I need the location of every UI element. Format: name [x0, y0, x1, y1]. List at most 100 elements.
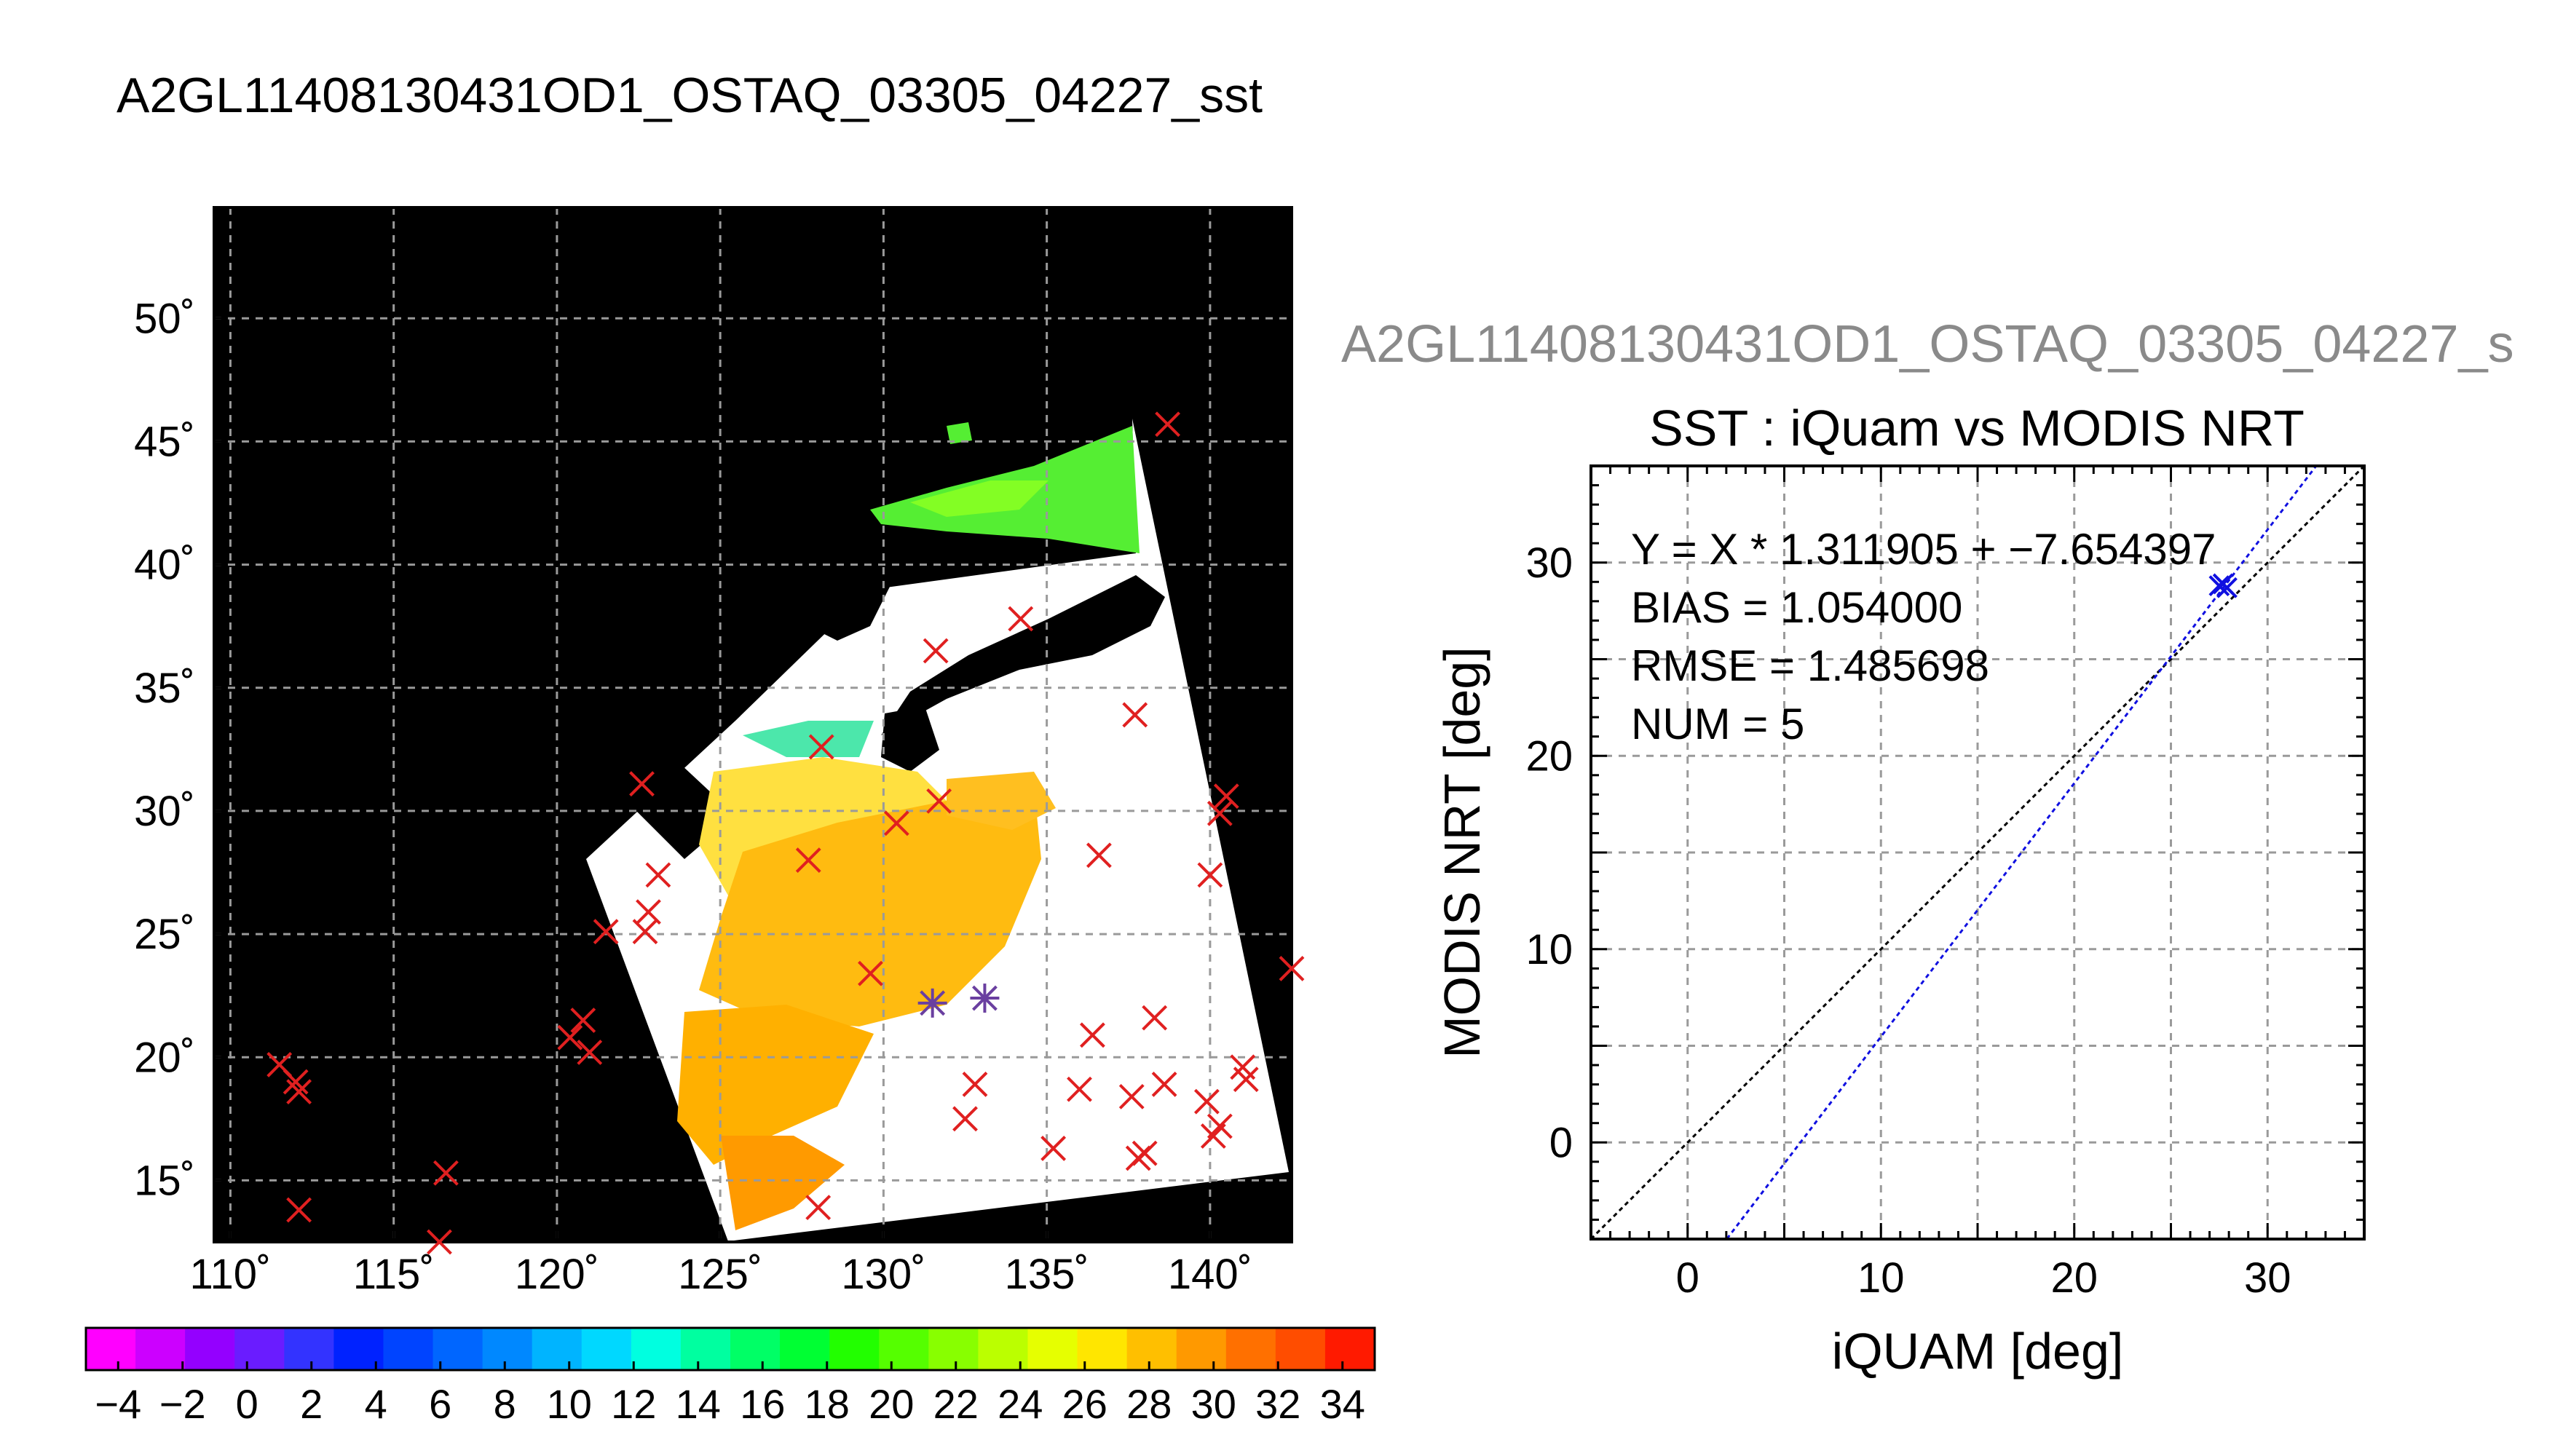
colorbar-tick-label: 28 — [1126, 1381, 1172, 1427]
colorbar-tick-label: 0 — [236, 1381, 258, 1427]
scatter-y-tick-label: 20 — [1525, 732, 1573, 780]
land-china-coast — [481, 568, 735, 859]
colorbar-tick-label: 16 — [740, 1381, 785, 1427]
colorbar-tick-label: 30 — [1191, 1381, 1236, 1427]
map-observation-marker — [433, 1160, 459, 1186]
colorbar-tick-label: −4 — [95, 1381, 141, 1427]
map-matched-marker — [970, 984, 1000, 1013]
colorbar-tick-label: 14 — [676, 1381, 721, 1427]
colorbar-tick-label: 22 — [933, 1381, 979, 1427]
map-observation-marker — [286, 1079, 312, 1105]
map-observation-marker — [283, 1069, 309, 1095]
colorbar-cell — [532, 1328, 583, 1370]
sst-region-cyan — [743, 721, 874, 757]
colorbar-tick-label: 24 — [998, 1381, 1043, 1427]
colorbar-tick-label: 8 — [494, 1381, 516, 1427]
map-observation-marker — [1207, 800, 1233, 826]
sst-region-north-2 — [910, 480, 1049, 517]
map-observation-marker — [1155, 411, 1180, 438]
colorbar-cell — [1176, 1328, 1227, 1370]
colorbar-cell — [284, 1328, 335, 1370]
colorbar-cell — [482, 1328, 533, 1370]
map-observation-marker — [808, 734, 834, 760]
colorbar-tick-label: 6 — [429, 1381, 451, 1427]
colorbar-cell — [631, 1328, 682, 1370]
map-observation-marker — [1008, 606, 1034, 632]
colorbar-cell — [135, 1328, 186, 1370]
map-observation-marker — [1122, 702, 1148, 728]
map-observation-marker — [923, 638, 949, 664]
scatter-y-tick-label: 10 — [1525, 926, 1573, 973]
map-observation-marker — [962, 1072, 988, 1097]
map-observation-marker — [427, 1229, 452, 1255]
map-y-tick-label: 15˚ — [134, 1157, 195, 1204]
scatter-y-tick-label: 0 — [1549, 1119, 1573, 1166]
map-y-tick-label: 35˚ — [134, 665, 195, 712]
colorbar-cell — [383, 1328, 434, 1370]
colorbar-cell — [780, 1328, 831, 1370]
map-x-tick-label: 140˚ — [1168, 1251, 1252, 1298]
colorbar-tick-label: 10 — [547, 1381, 592, 1427]
colorbar-cell — [1225, 1328, 1276, 1370]
map-observation-marker — [1213, 783, 1239, 810]
sst-region-orange-3 — [721, 1136, 845, 1230]
colorbar-tick-label: 34 — [1320, 1381, 1365, 1427]
scatter-x-tick-label: 10 — [1857, 1254, 1905, 1302]
map-observation-marker — [1142, 1005, 1168, 1031]
map-y-tick-label: 45˚ — [134, 418, 195, 465]
colorbar-cell — [879, 1328, 930, 1370]
colorbar-cell — [234, 1328, 285, 1370]
map-observation-marker — [286, 1197, 312, 1223]
map-observation-marker — [1197, 862, 1223, 888]
colorbar-cell — [1126, 1328, 1177, 1370]
scatter-stat-line: BIAS = 1.054000 — [1631, 583, 1962, 632]
colorbar-tick-label: 20 — [869, 1381, 914, 1427]
scatter-x-tick-label: 30 — [2244, 1254, 2291, 1302]
colorbar-tick-label: 26 — [1062, 1381, 1107, 1427]
scatter-stat-line: RMSE = 1.485698 — [1631, 641, 1989, 690]
colorbar-tick-label: 18 — [805, 1381, 850, 1427]
colorbar-cell — [730, 1328, 781, 1370]
scatter-x-axis-label: iQUAM [deg] — [1832, 1323, 2124, 1380]
scatter-y-axis-label: MODIS NRT [deg] — [1434, 646, 1490, 1058]
map-observation-marker — [645, 862, 671, 888]
colorbar-cell — [1027, 1328, 1078, 1370]
colorbar-cell — [928, 1328, 979, 1370]
map-x-tick-label: 110˚ — [190, 1251, 272, 1298]
colorbar-cell — [86, 1328, 137, 1370]
scatter-x-tick-label: 0 — [1676, 1254, 1699, 1302]
map-observation-marker — [883, 810, 909, 836]
map-observation-marker — [795, 847, 821, 873]
map-y-tick-label: 40˚ — [134, 542, 195, 589]
map-observation-marker — [1118, 1083, 1145, 1109]
colorbar-tick-label: −2 — [159, 1381, 206, 1427]
map-observation-marker — [805, 1195, 832, 1221]
identity-line — [1591, 466, 2364, 1239]
map-y-tick-label: 20˚ — [134, 1034, 195, 1081]
scatter-title: SST : iQuam vs MODIS NRT — [1649, 400, 2305, 456]
sst-region-small-green — [947, 422, 972, 444]
map-observation-marker — [577, 1040, 603, 1065]
colorbar-tick-label: 2 — [300, 1381, 323, 1427]
colorbar-cell — [1275, 1328, 1326, 1370]
map-x-tick-label: 115˚ — [353, 1251, 435, 1298]
scatter-point — [2216, 577, 2238, 598]
map-observation-marker — [557, 1024, 583, 1051]
scatter-stat-line: Y = X * 1.311905 + −7.654397 — [1631, 525, 2216, 574]
map-observation-marker — [858, 960, 883, 986]
map-observation-marker — [593, 919, 619, 945]
map-observation-marker — [1067, 1076, 1092, 1102]
map-observation-marker — [1151, 1072, 1177, 1097]
land-japan — [881, 575, 1165, 735]
map-observation-marker — [632, 919, 658, 945]
map-observation-marker — [1279, 956, 1305, 981]
map-observation-marker — [952, 1106, 978, 1132]
map-observation-marker — [1080, 1022, 1105, 1048]
map-observation-marker — [629, 771, 655, 797]
colorbar-cell — [581, 1328, 632, 1370]
scatter-x-tick-label: 20 — [2050, 1254, 2098, 1302]
map-x-tick-label: 125˚ — [678, 1251, 762, 1298]
